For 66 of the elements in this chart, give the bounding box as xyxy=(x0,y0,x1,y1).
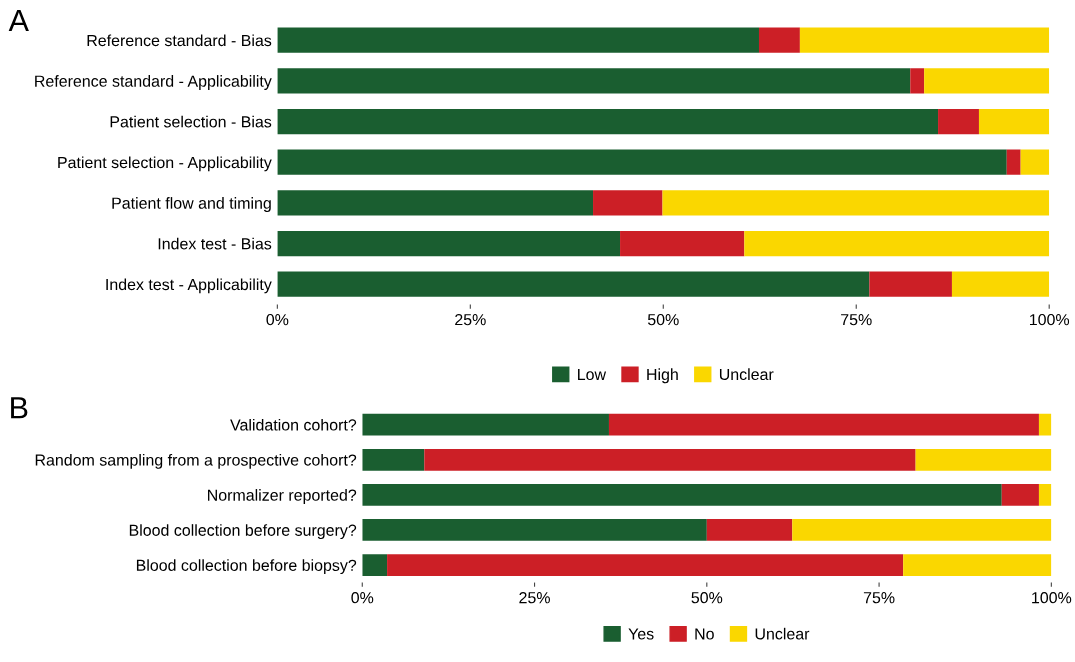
bar xyxy=(362,554,388,576)
text: B xyxy=(11,397,28,419)
bar xyxy=(608,413,1039,436)
legend-label: Low xyxy=(578,368,607,381)
bar xyxy=(277,108,939,135)
y-tick-label: Random sampling from a prospective cohort? xyxy=(35,453,357,469)
x-tick-label: 100% xyxy=(1032,592,1072,604)
y-tick-label: Index test - Bias xyxy=(158,237,272,250)
bar xyxy=(277,149,1007,175)
bar xyxy=(277,68,911,94)
bar xyxy=(387,554,904,576)
bar xyxy=(910,68,925,94)
bar xyxy=(362,413,609,436)
legend-label: No xyxy=(695,628,714,640)
bar xyxy=(362,448,425,471)
bar xyxy=(277,271,870,297)
bar xyxy=(758,27,800,53)
bar xyxy=(903,554,1052,576)
bar xyxy=(620,230,745,257)
y-tick-label: Patient selection - Applicability xyxy=(58,156,272,172)
bar xyxy=(593,190,663,216)
y-tick-label: Blood collection before surgery? xyxy=(129,524,357,540)
legend-label: High xyxy=(647,368,678,384)
bar xyxy=(277,190,594,216)
bar xyxy=(792,519,1052,541)
bar xyxy=(706,519,793,541)
y-tick-label: Blood collection before biopsy? xyxy=(136,559,357,575)
bar xyxy=(1001,483,1039,506)
x-tick-label: 25% xyxy=(519,592,550,604)
y-tick-label: Reference standard - Bias xyxy=(87,34,272,47)
bar xyxy=(1006,149,1021,175)
x-tick-label: 0% xyxy=(351,592,374,604)
bar xyxy=(978,108,1050,135)
bar xyxy=(951,271,1050,297)
y-tick-label: Validation cohort? xyxy=(230,418,357,431)
bar xyxy=(938,108,979,135)
text: A xyxy=(8,10,29,32)
bar xyxy=(662,190,1050,216)
y-tick-label: Normalizer reported? xyxy=(208,489,357,504)
bar xyxy=(1038,483,1052,506)
x-tick-label: 75% xyxy=(841,314,872,326)
y-tick-label: Patient flow and timing xyxy=(112,197,271,212)
bar xyxy=(915,448,1052,471)
bar xyxy=(1038,413,1052,436)
x-tick-label: 25% xyxy=(455,313,486,326)
bar xyxy=(424,448,916,471)
bar xyxy=(744,230,1050,257)
x-tick-label: 75% xyxy=(863,592,895,604)
bar xyxy=(362,519,707,541)
bar xyxy=(869,271,952,297)
bar xyxy=(924,68,1050,94)
x-tick-label: 50% xyxy=(647,313,679,326)
legend-label: Yes xyxy=(628,628,654,640)
x-tick-label: 100% xyxy=(1029,313,1070,326)
bar xyxy=(362,483,1002,506)
bar xyxy=(799,27,1050,53)
bar xyxy=(1020,149,1050,175)
x-tick-label: 50% xyxy=(691,592,723,604)
y-tick-label: Index test - Applicability xyxy=(106,278,272,294)
legend-label: Unclear xyxy=(719,368,774,381)
y-tick-label: Patient selection - Bias xyxy=(110,115,272,128)
x-tick-label: 0% xyxy=(266,313,289,326)
bar xyxy=(277,27,759,53)
y-tick-label: Reference standard - Applicability xyxy=(35,75,272,90)
bar xyxy=(277,230,621,257)
legend-label: Unclear xyxy=(755,627,810,640)
